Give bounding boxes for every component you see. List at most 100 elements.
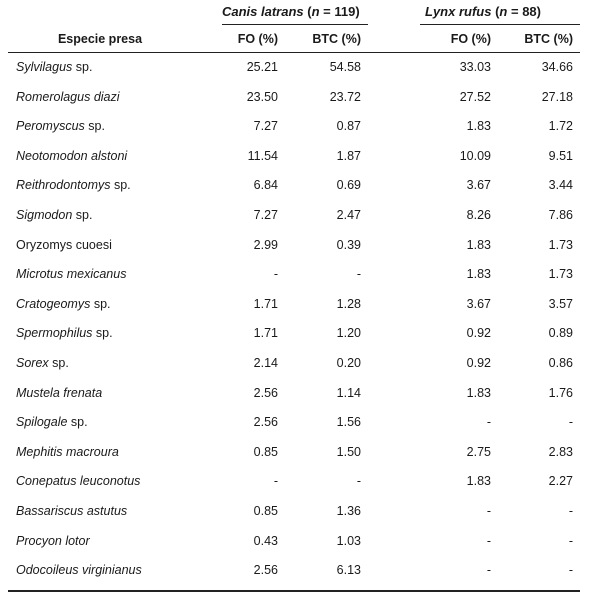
cell-canis-btc: 54.58 — [329, 60, 361, 74]
cell-canis-btc: 1.36 — [336, 504, 361, 518]
cell-lynx-fo: 1.83 — [466, 119, 491, 134]
group-header-lynx: Lynx rufus (n = 88) — [425, 0, 541, 24]
species-suffix: sp. — [67, 415, 88, 430]
table-row: Oryzomys cuoesi 2.99 0.39 1.83 1.73 — [0, 231, 589, 261]
cell-lynx-btc: - — [568, 563, 573, 578]
table-row: Odocoileus virginianus 2.56 6.13 - - — [0, 556, 589, 586]
cell-species: Mephitis macroura — [16, 438, 119, 468]
cell-species: Spilogale sp. — [16, 408, 88, 438]
cell-species: Bassariscus astutus — [16, 497, 127, 527]
cell-species: Sorex sp. — [16, 349, 69, 379]
cell-canis-fo: 6.84 — [253, 178, 278, 193]
cell-lynx-btc: 3.44 — [548, 178, 573, 193]
table-row: Sorex sp. 2.14 0.20 0.92 0.86 — [0, 349, 589, 379]
species-name: Sorex — [16, 356, 49, 370]
species-name: Reithrodontomys — [16, 178, 111, 193]
cell-species: Odocoileus virginianus — [16, 556, 142, 586]
cell-species: Conepatus leuconotus — [16, 467, 140, 497]
group-n-variable: n — [311, 4, 320, 19]
cell-canis-fo: 11.54 — [247, 148, 278, 163]
cell-canis-fo: 25.21 — [246, 60, 278, 74]
cell-canis-btc: 2.47 — [336, 208, 361, 222]
table-row: Romerolagus diazi 23.50 23.72 27.52 27.18 — [0, 83, 589, 113]
cell-lynx-btc: 2.27 — [548, 474, 573, 489]
header-rule — [8, 52, 580, 53]
cell-lynx-fo: 10.09 — [459, 148, 491, 163]
cell-lynx-btc: 2.83 — [548, 444, 573, 459]
table-row: Mephitis macroura 0.85 1.50 2.75 2.83 — [0, 438, 589, 468]
species-name: Mephitis macroura — [16, 444, 119, 459]
cell-species: Mustela frenata — [16, 379, 102, 409]
cell-lynx-fo: 33.03 — [459, 60, 491, 74]
cell-lynx-btc: 27.18 — [541, 89, 573, 104]
cell-canis-fo: 2.99 — [253, 237, 278, 252]
cell-species: Romerolagus diazi — [16, 83, 120, 113]
cell-lynx-btc: 0.89 — [548, 326, 573, 341]
group-n-open: ( — [491, 4, 500, 19]
cell-species: Peromyscus sp. — [16, 112, 105, 142]
cell-canis-fo: 2.56 — [253, 563, 278, 578]
species-suffix: sp. — [84, 119, 105, 134]
cell-species: Cratogeomys sp. — [16, 290, 111, 320]
table-row: Cratogeomys sp. 1.71 1.28 3.67 3.57 — [0, 290, 589, 320]
cell-lynx-btc: 1.72 — [548, 119, 573, 134]
cell-lynx-btc: 34.66 — [541, 60, 573, 74]
table-row: Sigmodon sp. 7.27 2.47 8.26 7.86 — [0, 201, 589, 231]
table-row: Peromyscus sp. 7.27 0.87 1.83 1.72 — [0, 112, 589, 142]
species-suffix: sp. — [110, 178, 131, 193]
cell-canis-btc: 6.13 — [336, 563, 361, 578]
species-name: Cratogeomys — [16, 296, 91, 311]
species-name: Sigmodon — [16, 208, 73, 222]
cell-species: Spermophilus sp. — [16, 319, 113, 349]
cell-lynx-btc: - — [568, 533, 573, 548]
cell-canis-btc: 1.56 — [336, 415, 361, 430]
cell-species: Procyon lotor — [16, 527, 90, 557]
cell-species: Neotomodon alstoni — [16, 142, 127, 172]
species-suffix: sp. — [72, 60, 93, 74]
group-rule-lynx — [420, 24, 580, 25]
cell-canis-btc: 23.72 — [329, 89, 361, 104]
species-name: Romerolagus diazi — [16, 89, 120, 104]
species-name: Oryzomys cuoesi — [16, 237, 112, 252]
col-header-lynx-fo: FO (%) — [450, 32, 491, 46]
cell-canis-btc: 1.14 — [336, 385, 361, 400]
cell-canis-btc: 0.69 — [336, 178, 361, 193]
cell-canis-fo: 1.71 — [253, 326, 278, 341]
cell-canis-btc: 1.87 — [336, 148, 361, 163]
cell-species: Sigmodon sp. — [16, 201, 92, 231]
species-suffix: sp. — [48, 356, 69, 370]
col-header-species: Especie presa — [57, 32, 143, 46]
group-rule-canis — [222, 24, 368, 25]
cell-lynx-fo: 0.92 — [466, 356, 491, 370]
cell-lynx-fo: 1.83 — [466, 474, 491, 489]
cell-canis-fo: 2.56 — [253, 385, 278, 400]
cell-species: Reithrodontomys sp. — [16, 171, 131, 201]
cell-canis-btc: 1.50 — [336, 444, 361, 459]
cell-lynx-fo: 3.67 — [466, 178, 491, 193]
cell-canis-btc: 0.20 — [336, 356, 361, 370]
species-name: Conepatus leuconotus — [16, 474, 141, 489]
cell-lynx-fo: 1.83 — [466, 385, 491, 400]
cell-lynx-fo: - — [486, 504, 491, 518]
col-header-canis-fo: FO (%) — [237, 32, 278, 46]
table-row: Neotomodon alstoni 11.54 1.87 10.09 9.51 — [0, 142, 589, 172]
table-row: Bassariscus astutus 0.85 1.36 - - — [0, 497, 589, 527]
group-n-variable: n — [499, 4, 508, 19]
table-row: Conepatus leuconotus - - 1.83 2.27 — [0, 467, 589, 497]
cell-lynx-fo: 8.26 — [466, 208, 491, 222]
table-row: Procyon lotor 0.43 1.03 - - — [0, 527, 589, 557]
group-species-name: Lynx rufus — [425, 4, 492, 19]
cell-lynx-fo: - — [486, 533, 491, 548]
cell-canis-fo: 1.71 — [253, 296, 278, 311]
cell-lynx-btc: 1.73 — [548, 237, 573, 252]
cell-canis-btc: 1.28 — [336, 296, 361, 311]
species-suffix: sp. — [72, 208, 93, 222]
cell-lynx-btc: 1.76 — [548, 385, 573, 400]
cell-species: Sylvilagus sp. — [16, 53, 92, 83]
species-name: Microtus mexicanus — [16, 267, 127, 282]
group-species-name: Canis latrans — [222, 4, 304, 19]
group-n-value: = 119) — [319, 4, 360, 19]
group-header-canis: Canis latrans (n = 119) — [222, 0, 360, 24]
table-row: Spermophilus sp. 1.71 1.20 0.92 0.89 — [0, 319, 589, 349]
